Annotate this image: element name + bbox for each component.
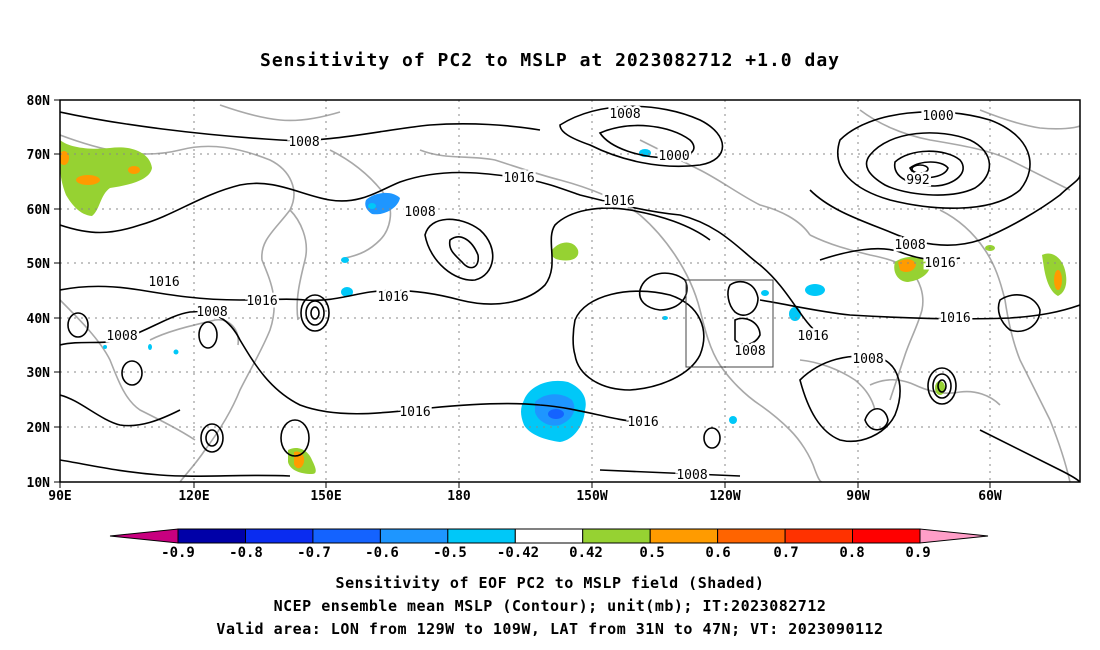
lon-tick-label: 120W [709,489,740,504]
contour-label: 1016 [939,311,970,326]
valid-area-box [685,279,774,368]
colorbar-swatch [514,528,584,544]
contour-label: 1016 [503,171,534,186]
colorbar-label: -0.5 [433,545,467,561]
colorbar-swatch [582,528,651,544]
colorbar-swatch [784,528,854,544]
colorbar-swatch [447,528,516,544]
caption-shading: Sensitivity of EOF PC2 to MSLP field (Sh… [335,574,765,592]
contour-label: 1008 [894,238,925,253]
colorbar-swatch [379,528,449,544]
contour-label: 1008 [404,205,435,220]
contour-label: 1008 [734,344,765,359]
colorbar-swatch [177,528,246,544]
gridlines [60,100,1080,482]
mslp-contours [60,105,1080,482]
colorbar-label: 0.6 [705,545,730,561]
contour-label: 1016 [399,405,430,420]
contour-label: 1000 [658,149,689,164]
colorbar-label: 0.42 [569,545,603,561]
lon-tick-label: 150E [310,489,341,504]
lon-tick-label: 120E [178,489,209,504]
lon-tick-label: 90W [846,489,870,504]
sensitivity-map: 1008 1008 1016 1016 1008 1000 1000 992 1… [27,94,1081,561]
colorbar-label: -0.7 [297,545,331,561]
lat-tick-label: 70N [27,148,51,163]
contour-label: 1016 [246,294,277,309]
lat-tick-label: 40N [27,312,51,327]
colorbar-swatch [312,528,381,544]
lon-tick-label: 150W [576,489,607,504]
colorbar-label: -0.6 [365,545,399,561]
lat-tick-label: 30N [27,366,51,381]
colorbar-label: 0.8 [839,545,864,561]
contour-label: 1008 [676,468,707,483]
lat-tick-label: 50N [27,257,51,272]
lon-labels: 90E 120E 150E 180 150W 120W 90W 60W [48,489,1002,504]
lat-tick-label: 10N [27,476,51,491]
contour-label: 1016 [627,415,658,430]
caption-contour: NCEP ensemble mean MSLP (Contour); unit(… [273,597,827,615]
colorbar-high-triangle [919,528,989,544]
lon-tick-label: 180 [447,489,471,504]
colorbar: -0.9 -0.8 -0.7 -0.6 -0.5 -0.42 0.42 0.5 … [109,528,989,561]
lon-tick-label: 60W [978,489,1002,504]
tick-marks [54,99,991,488]
contour-label: 1008 [196,305,227,320]
colorbar-swatch [649,528,719,544]
contour-label: 1016 [148,275,179,290]
contour-label: 1000 [922,109,953,124]
colorbar-swatch [852,528,921,544]
colorbar-label: -0.8 [229,545,263,561]
contour-label: 1008 [288,135,319,150]
contour-label: 1016 [797,329,828,344]
contour-label: 1016 [603,194,634,209]
caption-valid-area: Valid area: LON from 129W to 109W, LAT f… [216,620,884,638]
lat-tick-label: 80N [27,94,51,109]
contour-labels: 1008 1008 1016 1016 1008 1000 1000 992 1… [104,105,973,483]
lat-tick-label: 60N [27,203,51,218]
colorbar-label: 0.5 [639,545,664,561]
contour-label: 1008 [852,352,883,367]
colorbar-label: 0.7 [773,545,798,561]
contour-label: 992 [906,173,929,188]
contour-label: 1008 [106,329,137,344]
coastlines [60,104,1080,482]
map-title: Sensitivity of PC2 to MSLP at 2023082712… [259,50,840,71]
lon-tick-label: 90E [48,489,71,504]
colorbar-low-triangle [109,528,179,544]
colorbar-label: -0.42 [497,545,539,561]
colorbar-label: 0.9 [905,545,930,561]
plot-frame [59,99,1081,483]
contour-label: 1016 [924,256,955,271]
lat-tick-label: 20N [27,421,51,436]
colorbar-swatch [717,528,786,544]
contour-label: 1016 [377,290,408,305]
colorbar-swatch [245,528,314,544]
contour-label: 1008 [609,107,640,122]
colorbar-label: -0.9 [161,545,195,561]
lat-labels: 80N 70N 60N 50N 40N 30N 20N 10N [27,94,51,491]
